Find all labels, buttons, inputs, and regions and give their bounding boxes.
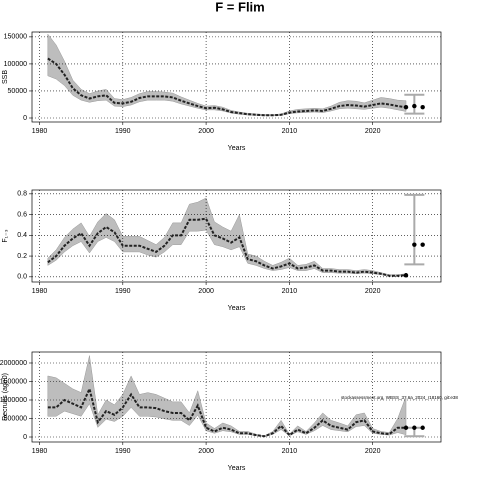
y-tick-label: 50000 — [8, 88, 28, 95]
confidence-band — [47, 33, 407, 117]
estimate-line — [47, 57, 407, 117]
plot-frame — [31, 189, 442, 283]
x-axis-label: Years — [228, 305, 246, 312]
forecast-point — [412, 242, 417, 247]
y-tick-label: 1000000 — [0, 397, 27, 404]
forecast-point — [420, 104, 425, 110]
forecast-point — [403, 104, 409, 110]
confidence-band — [47, 197, 407, 277]
x-tick-label: 1980 — [32, 448, 48, 455]
x-tick-label: 2010 — [282, 128, 298, 135]
y-tick-label: 0.6 — [17, 211, 27, 218]
annotation: stockassessment.org, WBSS_37.6a_2024_r18… — [341, 395, 458, 400]
y-tick-label: 500000 — [4, 415, 27, 422]
x-axis-label: Years — [228, 465, 246, 472]
x-tick-label: 2020 — [365, 128, 381, 135]
forecast-point — [403, 273, 409, 278]
forecast-point — [403, 425, 409, 430]
y-axis-label: F₁₋₃ — [2, 229, 9, 242]
chart-title: F = Flim — [215, 0, 264, 14]
plot-frame — [31, 351, 442, 443]
forecast-point — [412, 103, 417, 109]
x-tick-label: 2000 — [198, 128, 214, 135]
y-tick-label: 1500000 — [0, 378, 27, 385]
y-tick-label: 2000000 — [0, 360, 27, 367]
y-tick-label: 0 — [23, 434, 27, 441]
x-tick-label: 1990 — [115, 288, 131, 295]
y-tick-label: 150000 — [4, 34, 27, 41]
estimate-line — [47, 217, 407, 277]
forecast-point — [420, 425, 425, 430]
x-tick-label: 2020 — [365, 288, 381, 295]
plot-frame — [31, 31, 442, 123]
y-axis-label: SSB — [2, 70, 9, 84]
y-tick-label: 0.4 — [17, 232, 27, 239]
y-tick-label: 0.8 — [17, 191, 27, 198]
estimate-line — [47, 385, 407, 438]
x-tick-label: 1990 — [115, 448, 131, 455]
x-tick-label: 2020 — [365, 448, 381, 455]
x-tick-label: 1990 — [115, 128, 131, 135]
forecast-point — [420, 242, 425, 247]
y-tick-label: 0.2 — [17, 253, 27, 260]
x-tick-label: 2010 — [282, 448, 298, 455]
x-tick-label: 1980 — [32, 288, 48, 295]
x-tick-label: 2000 — [198, 288, 214, 295]
y-axis-label: Recruits (age0) — [2, 373, 9, 421]
y-tick-label: 0 — [23, 115, 27, 122]
forecast-point — [412, 425, 417, 430]
x-axis-label: Years — [228, 145, 246, 152]
y-tick-label: 100000 — [4, 61, 27, 68]
y-tick-label: 0.0 — [17, 274, 27, 281]
x-tick-label: 1980 — [32, 128, 48, 135]
x-tick-label: 2000 — [198, 448, 214, 455]
x-tick-label: 2010 — [282, 288, 298, 295]
